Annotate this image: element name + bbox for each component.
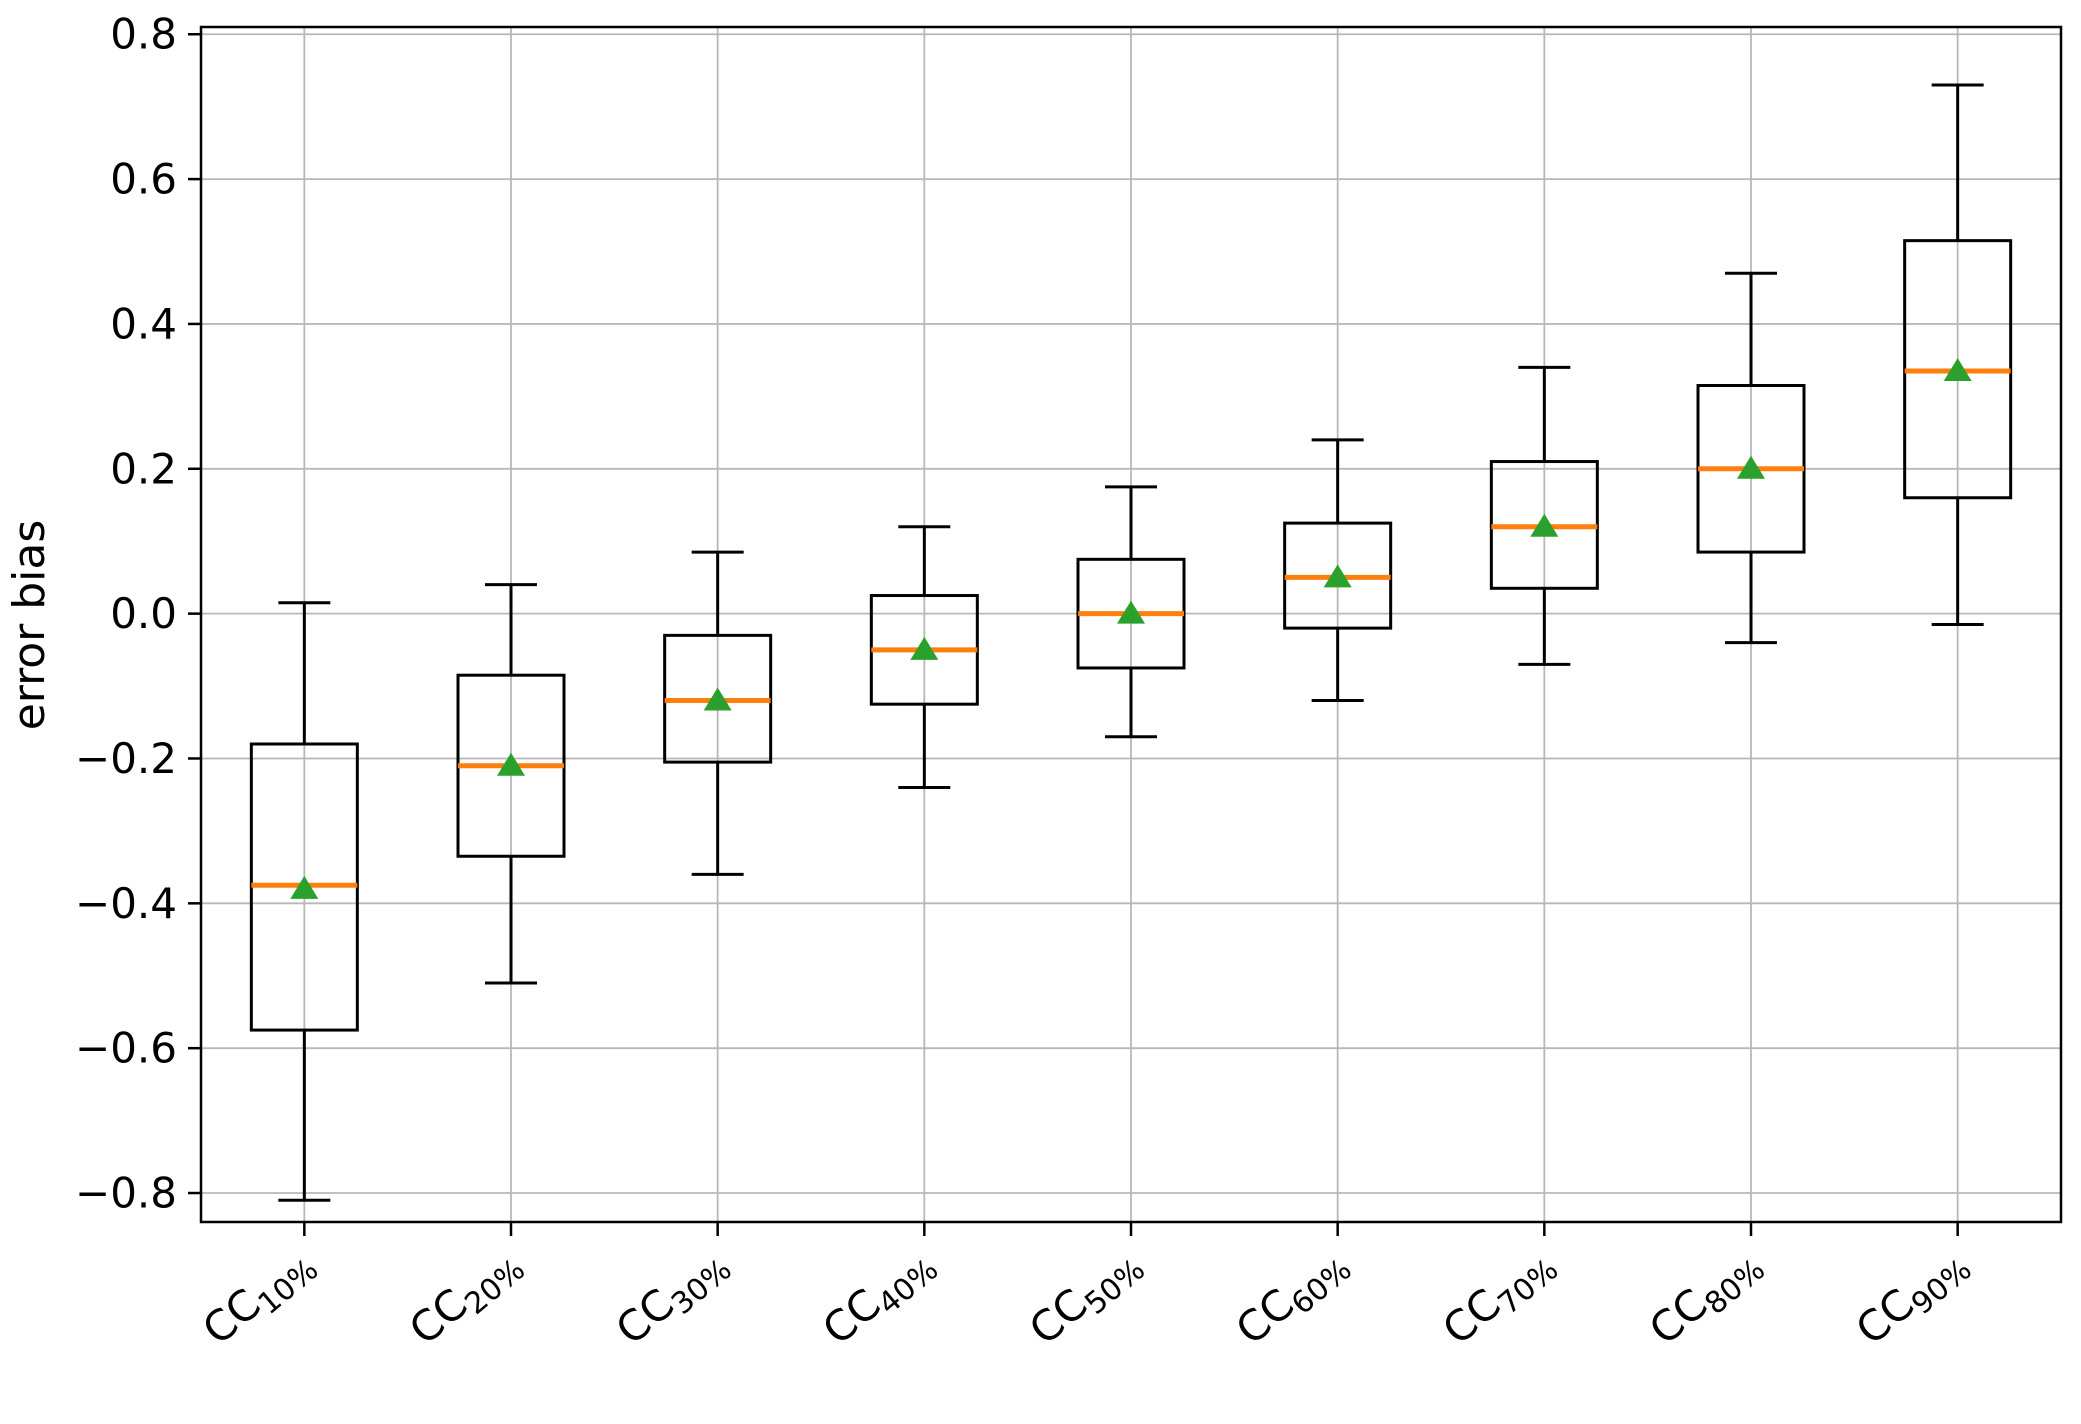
x-tick-label: CC60% [1227, 1236, 1359, 1359]
mean-marker [1943, 358, 1972, 382]
y-tick-label: 0.6 [110, 155, 177, 204]
x-tick-label: CC30% [607, 1236, 739, 1359]
y-tick-label: −0.2 [75, 734, 177, 783]
x-tick-label: CC20% [400, 1236, 532, 1359]
y-tick-label: 0.8 [110, 10, 177, 59]
y-tick-label: −0.6 [75, 1024, 177, 1073]
mean-marker [1530, 513, 1559, 537]
mean-marker [1737, 455, 1765, 479]
mean-marker [1323, 564, 1352, 588]
x-tick-label: CC40% [813, 1236, 945, 1359]
x-tick-label: CC10% [193, 1236, 325, 1359]
y-axis-label: error bias [4, 520, 55, 731]
y-tick-label: 0.4 [110, 299, 177, 348]
y-tick-label: 0.2 [110, 444, 177, 493]
y-tick-label: 0.0 [110, 589, 177, 638]
x-tick-label: CC50% [1020, 1236, 1152, 1359]
mean-marker [290, 875, 319, 899]
mean-marker [910, 636, 939, 660]
x-tick-label: CC90% [1847, 1236, 1979, 1359]
x-tick-label: CC80% [1640, 1236, 1772, 1359]
y-tick-label: −0.8 [75, 1169, 177, 1218]
mean-marker [497, 752, 525, 776]
mean-marker [1117, 600, 1145, 624]
y-tick-label: −0.4 [75, 879, 177, 928]
x-tick-label: CC70% [1433, 1236, 1565, 1359]
mean-marker [703, 687, 732, 711]
